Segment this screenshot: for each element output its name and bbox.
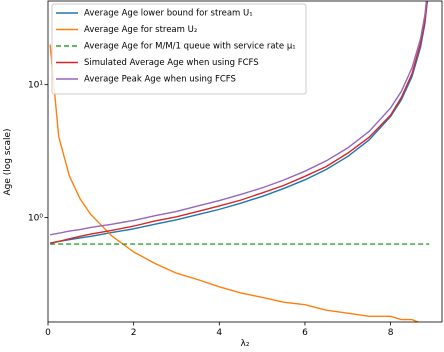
y-tick-label: 10⁰ [28,213,43,223]
legend-box [51,3,307,95]
legend-label: Average Age for M/M/1 queue with service… [84,42,296,52]
x-tick-label: 4 [216,328,222,338]
legend-label: Simulated Average Age when using FCFS [84,58,259,68]
series-line [49,1,429,244]
x-tick-label: 6 [302,328,308,338]
x-axis-label: λ₂ [241,339,250,349]
series-line [50,1,428,236]
y-tick-label: 10¹ [28,81,43,91]
y-axis-label: Age (log scale) [3,128,13,195]
legend-label: Average Age for stream U₂ [84,25,197,35]
x-tick-label: 8 [388,328,394,338]
x-tick-label: 0 [45,328,51,338]
x-tick-label: 2 [131,328,137,338]
legend-label: Average Age lower bound for stream U₁ [84,9,253,19]
legend: Average Age lower bound for stream U₁ Ave… [51,3,307,95]
series-line [49,44,420,322]
series-line [49,1,428,244]
legend-label: Average Peak Age when using FCFS [84,75,236,85]
plot-frame [47,0,443,323]
